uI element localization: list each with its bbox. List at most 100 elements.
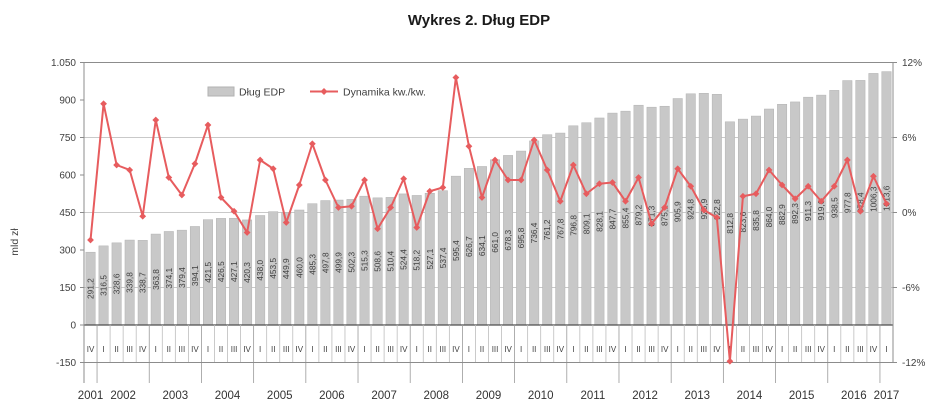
debt-bar-label: 882,9 [777, 204, 787, 225]
dynamics-marker-icon [113, 161, 121, 169]
year-label: 2017 [874, 390, 900, 402]
left-tick-label: 750 [59, 133, 76, 144]
quarter-label: I [885, 345, 887, 354]
quarter-label: II [428, 345, 432, 354]
year-label: 2001 [78, 390, 104, 402]
quarter-label: II [845, 345, 849, 354]
dynamics-marker-icon [322, 176, 329, 184]
quarter-label: II [584, 345, 588, 354]
dynamics-marker-icon [504, 176, 512, 184]
bar-series-label: Dług EDP [239, 87, 285, 99]
quarter-label: III [126, 345, 133, 354]
quarter-label: I [781, 345, 783, 354]
debt-bar-label: 394,1 [190, 265, 200, 286]
debt-bar-label: 634,1 [477, 235, 487, 256]
bar-series-swatch [207, 86, 235, 97]
dynamics-marker-icon [752, 190, 760, 198]
debt-bar-label: 421,5 [203, 262, 213, 283]
dynamics-marker-icon [817, 197, 825, 205]
quarter-label: I [624, 345, 626, 354]
quarter-label: III [753, 345, 760, 354]
debt-bar-label: 879,2 [634, 204, 644, 225]
debt-bar-label: 453,5 [268, 258, 278, 279]
debt-bar-label: 460,0 [294, 257, 304, 278]
dynamics-marker-icon [739, 192, 747, 200]
debt-bar-label: 328,6 [112, 273, 122, 294]
left-tick-label: 300 [59, 246, 76, 257]
debt-bar-label: 527,1 [425, 248, 435, 269]
quarter-label: I [311, 345, 313, 354]
quarter-label: II [271, 345, 275, 354]
dynamics-marker-icon [374, 225, 381, 233]
dynamics-marker-icon [217, 194, 225, 201]
dynamics-marker-icon [543, 166, 551, 174]
debt-bar-label: 1006,3 [868, 186, 878, 212]
dynamics-marker-icon [335, 204, 342, 211]
year-label: 2007 [371, 390, 397, 402]
dynamics-marker-icon [295, 181, 303, 189]
debt-bar-label: 338,7 [138, 272, 148, 293]
dynamics-marker-icon [387, 204, 395, 211]
year-label: 2016 [841, 390, 867, 402]
quarter-label: II [375, 345, 379, 354]
quarter-label: I [468, 345, 470, 354]
quarter-label: IV [609, 345, 617, 354]
debt-bar-label: 438,0 [255, 259, 265, 280]
debt-bar-label: 537,4 [438, 247, 448, 268]
debt-bar-label: 678,3 [503, 229, 513, 250]
dynamics-marker-icon [687, 182, 695, 190]
quarter-label: II [219, 345, 223, 354]
quarter-label: I [520, 345, 522, 354]
quarter-label: I [572, 345, 574, 354]
dynamics-marker-icon [883, 200, 890, 208]
quarter-label: IV [400, 345, 408, 354]
dynamics-marker-icon [126, 166, 134, 174]
dynamics-marker-icon [178, 191, 186, 199]
debt-bar-label: 316,5 [99, 275, 109, 296]
debt-bar-label: 497,8 [320, 252, 330, 273]
year-label: 2014 [737, 390, 763, 402]
quarter-label: IV [191, 345, 199, 354]
plot-area: 291,2 316,5 328,6 339,8 338,7 363,8 374,1 379,4… [51, 58, 925, 402]
quarter-label: III [387, 345, 394, 354]
debt-bar-label: 420,3 [242, 262, 252, 283]
debt-bar-label: 339,8 [125, 272, 135, 293]
quarter-label: III [179, 345, 186, 354]
dynamics-marker-icon [400, 175, 408, 183]
dynamics-marker-icon [230, 207, 238, 215]
quarter-label: III [544, 345, 551, 354]
quarter-label: III [335, 345, 342, 354]
quarter-label: IV [661, 345, 669, 354]
quarter-label: IV [765, 345, 773, 354]
quarter-label: III [596, 345, 603, 354]
right-tick-label: -12% [902, 358, 925, 369]
quarter-label: I [677, 345, 679, 354]
quarter-label: II [167, 345, 171, 354]
debt-bar-label: 835,8 [751, 210, 761, 231]
right-tick-label: 0% [902, 208, 917, 219]
left-tick-label: 600 [59, 171, 76, 182]
year-label: 2012 [632, 390, 658, 402]
year-label: 2010 [528, 390, 554, 402]
debt-bar-label: 809,1 [581, 213, 591, 234]
debt-bar-label: 379,4 [177, 267, 187, 288]
debt-bar-label: 510,4 [386, 250, 396, 271]
right-tick-label: 6% [902, 133, 917, 144]
year-label: 2003 [163, 390, 189, 402]
debt-bar-label: 661,0 [490, 232, 500, 253]
dynamics-marker-icon [87, 236, 94, 244]
quarter-label: IV [556, 345, 564, 354]
dynamics-marker-icon [269, 165, 277, 173]
debt-bar-label: 847,7 [607, 208, 617, 229]
quarter-label: I [207, 345, 209, 354]
left-tick-label: 900 [59, 96, 76, 107]
dynamics-marker-icon [204, 121, 212, 129]
dynamics-marker-icon [726, 357, 734, 365]
dynamics-marker-icon [661, 204, 669, 211]
quarter-label: IV [452, 345, 460, 354]
right-tick-label: -6% [902, 283, 920, 294]
dynamics-marker-icon [569, 161, 577, 169]
line-series-marker-icon [320, 87, 328, 96]
quarter-label: I [155, 345, 157, 354]
